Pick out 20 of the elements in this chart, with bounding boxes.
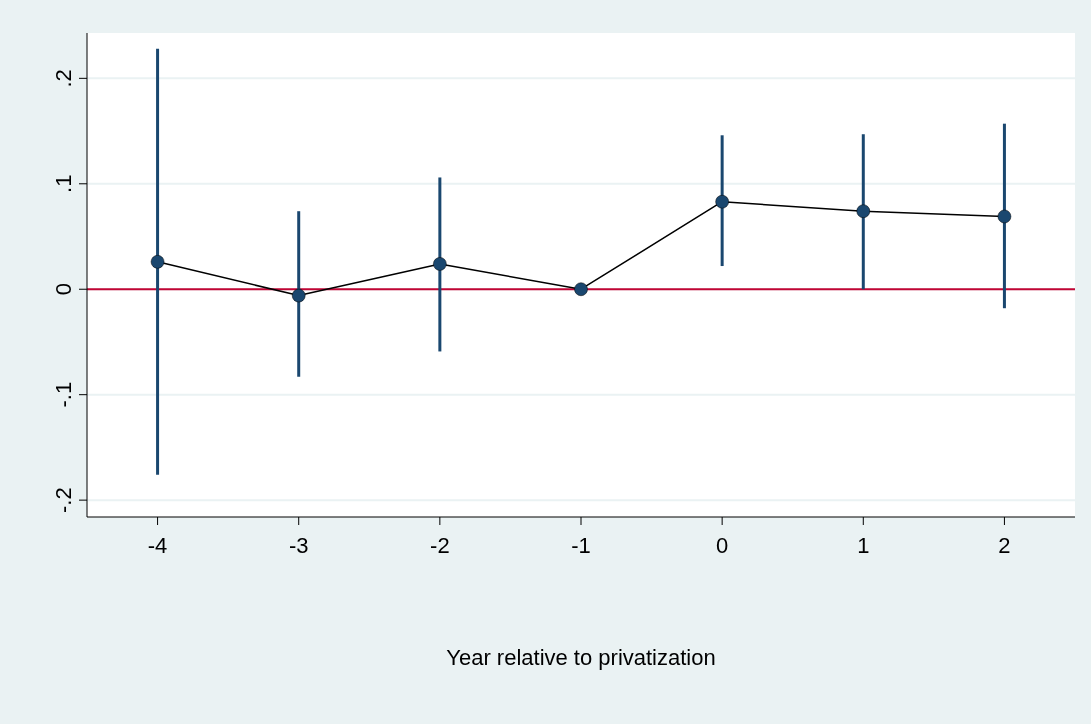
point	[997, 209, 1012, 224]
y-tick-label: -.1	[51, 381, 76, 408]
point	[715, 194, 729, 209]
x-axis-title: Year relative to privatization	[446, 645, 716, 670]
x-tick-label: 2	[998, 533, 1011, 558]
point	[291, 288, 306, 303]
point	[856, 204, 871, 218]
x-tick-label: 1	[857, 533, 870, 558]
x-tick-label: -2	[430, 533, 450, 558]
y-tick-label: -.2	[51, 487, 76, 513]
y-tick-label: .1	[51, 174, 76, 193]
point	[150, 255, 165, 269]
y-tick-label: 0	[51, 283, 76, 296]
x-tick-label: -4	[147, 533, 168, 558]
point	[574, 282, 588, 296]
x-tick-label: 0	[716, 533, 729, 558]
x-tick-label: -1	[571, 533, 591, 558]
y-tick-label: .2	[51, 69, 76, 88]
point	[433, 257, 447, 271]
x-tick-label: -3	[288, 533, 309, 558]
